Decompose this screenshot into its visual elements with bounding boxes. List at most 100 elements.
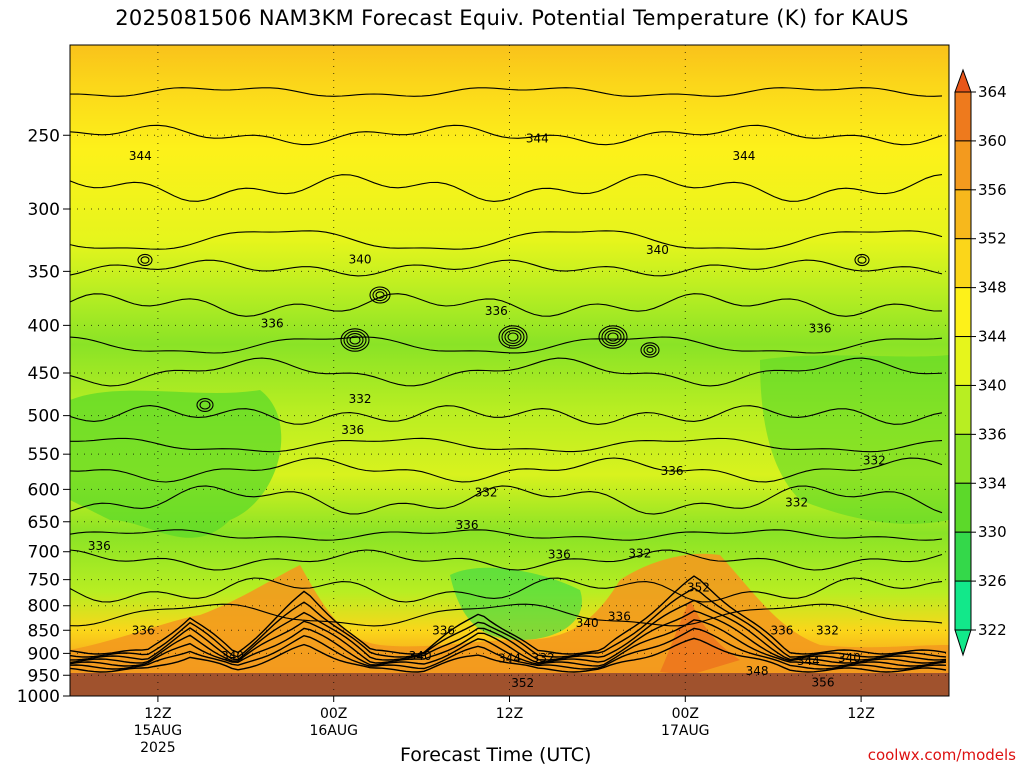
x-tick-date: 17AUG [661,723,710,739]
contour-label: 356 [812,675,835,689]
y-tick-label: 700 [28,543,60,563]
colorbar-label: 326 [978,572,1007,590]
colorbar-label: 344 [978,328,1007,346]
contour-label: 336 [341,423,364,437]
y-tick-label: 950 [28,666,60,686]
closed-contour [372,288,388,302]
y-tick-label: 350 [28,262,60,282]
contour-line [70,336,943,354]
contour-line [70,174,943,202]
colorbar-label: 348 [978,279,1007,297]
closed-contour [598,325,628,349]
contour-label: 332 [532,651,555,665]
closed-contour [857,256,867,264]
contour-label: 336 [456,518,479,532]
moist-region-left [70,390,282,538]
closed-contour [604,330,622,344]
closed-contour [643,344,657,356]
closed-contour [504,330,522,344]
x-tick-label: 00Z [672,706,699,722]
contour-label: 336 [132,624,155,638]
y-tick-label: 300 [28,200,60,220]
contour-label: 336 [88,539,111,553]
contour-label: 344 [498,652,521,666]
warm-plume [660,600,740,675]
colorbar-swatch [954,140,972,191]
contour-label: 340 [838,651,861,665]
moist-region-lower [450,567,582,640]
colorbar-swatch [954,91,972,142]
y-tick-label: 500 [28,407,60,427]
contour-label: 332 [863,454,886,468]
closed-contour [349,335,361,345]
y-tick-label: 600 [28,480,60,500]
contour-label: 336 [608,610,631,624]
contour-label: 340 [646,243,669,257]
contour-label: 348 [746,664,769,678]
contour-line [70,293,943,317]
x-tick-date: 16AUG [309,723,358,739]
contour-label: 340 [576,616,599,630]
y-tick-label: 650 [28,513,60,533]
surface-band [70,673,949,696]
contour-label: 336 [809,321,832,335]
contour-label: 344 [526,131,549,145]
closed-contour [601,327,625,347]
contour-label: 344 [732,149,755,163]
contour-lines [70,87,947,673]
colorbar-label: 364 [978,83,1007,101]
colorbar-arrow-top [954,68,972,93]
contour-label: 332 [349,392,372,406]
contour-label: 340 [221,649,244,663]
contour-line [70,405,943,425]
closed-contour [854,253,870,267]
contour-label: 336 [548,548,571,562]
contour-line [70,457,943,483]
colorbar-label: 334 [978,474,1007,492]
colorbar-swatch [954,189,972,240]
x-tick-label: 12Z [496,706,523,722]
contour-label: 344 [797,654,820,668]
colorbar-label: 336 [978,425,1007,443]
contour-label: 332 [475,486,498,500]
contour-line [70,259,943,277]
y-tick-label: 550 [28,445,60,465]
colorbar-label: 352 [978,230,1007,248]
closed-contour [607,332,619,342]
surface-contour-line [70,599,947,661]
contour-line [70,437,943,453]
x-tick-label: 12Z [144,706,171,722]
colorbar-label: 356 [978,181,1007,199]
y-tick-label: 250 [28,126,60,146]
contour-label: 352 [687,581,710,595]
closed-contour [646,347,654,353]
colorbar: 364 360 356 352 348 344 340 336 334 330 326 322 [954,68,1007,657]
credit-link[interactable]: coolwx.com/models [867,746,1016,764]
surface-contour-line [70,619,947,667]
colorbar-swatch [954,287,972,338]
surface-contour-line [70,575,947,655]
surface-contour-line [70,627,947,670]
colorbar-swatch [954,384,972,435]
y-tick-label: 450 [28,364,60,384]
closed-contour [498,325,528,349]
closed-contour [137,253,153,267]
contour-label: 344 [129,149,152,163]
colorbar-swatch [954,336,972,386]
contour-line [70,87,943,97]
contour-line [70,549,943,571]
colorbar-label: 360 [978,132,1007,150]
closed-contour [140,256,150,264]
colorbar-swatch [954,433,972,484]
colorbar-label: 330 [978,523,1007,541]
y-tick-label: 400 [28,316,60,336]
surface-contour-line [70,587,947,658]
colorbar-label: 322 [978,621,1007,639]
contour-label: 336 [261,316,284,330]
closed-contour [640,342,660,358]
closed-contour [346,333,364,347]
contour-labels: 344 344 344 340 340 336 336 336 332 336 336 332 332 3… [88,131,886,689]
contour-label: 336 [771,624,794,638]
contour-label: 336 [661,464,684,478]
closed-contour [199,400,211,410]
